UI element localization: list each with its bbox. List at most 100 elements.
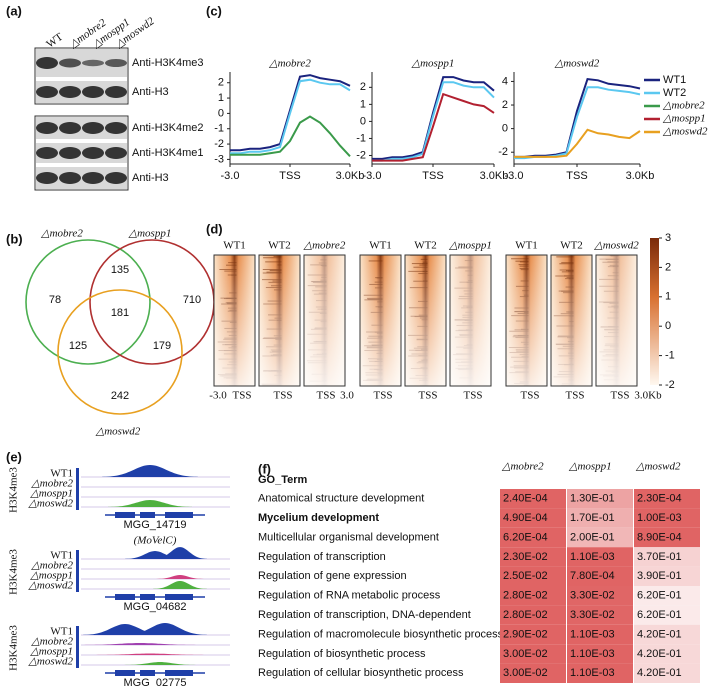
go-term: Regulation of gene expression: [258, 570, 407, 582]
column-label: △mobre2: [303, 240, 346, 252]
heatmap-x-label: TSS: [419, 390, 438, 402]
x-tick-label: 3.0Kb: [626, 170, 655, 182]
panel-label: (d): [206, 221, 223, 236]
p-value-cell: [500, 508, 566, 528]
y-tick-label: -1: [356, 132, 366, 144]
go-term: Regulation of cellular biosynthetic proc…: [258, 667, 464, 679]
column-label: △moswd2: [593, 240, 639, 252]
blot-band: [59, 122, 81, 134]
heatmap-frame: [359, 254, 402, 387]
blot-band: [36, 147, 58, 159]
p-value: 1.10E-03: [570, 667, 615, 679]
p-value-cell: [634, 489, 700, 509]
p-value-cell: [634, 644, 700, 664]
go-term: Anatomical structure development: [258, 493, 424, 505]
axis: [229, 72, 350, 165]
blot-frame: [34, 47, 129, 105]
p-value-cell: [567, 566, 633, 586]
blot-band: [59, 147, 81, 159]
go-term: Regulation of transcription: [258, 551, 386, 563]
p-value: 1.10E-03: [570, 648, 615, 660]
heatmap-frame: [595, 254, 638, 387]
track-label: △mobre2: [30, 560, 73, 572]
track-peak: [80, 643, 200, 645]
p-value: 3.30E-02: [570, 590, 615, 602]
legend-label: WT1: [663, 74, 686, 86]
column-label: WT1: [223, 240, 246, 252]
blot-band: [105, 86, 127, 98]
table-header: GO_Term: [258, 474, 308, 486]
p-value-cell: [500, 624, 566, 645]
blot-band: [105, 122, 127, 134]
heatmap-frame: [303, 254, 346, 387]
colorbar-label: 0: [665, 320, 671, 332]
go-term: Regulation of RNA metabolic process: [258, 590, 441, 602]
heatmap-fade: [596, 255, 637, 386]
x-tick-label: -3.0: [363, 170, 382, 182]
gene-name: MGG_04682: [124, 601, 187, 613]
blot-band: [82, 172, 104, 184]
p-value: 7.80E-04: [570, 570, 615, 582]
track-label: △mobre2: [30, 478, 73, 490]
legend-label: △moswd2: [662, 126, 708, 138]
heatmap: [450, 255, 491, 386]
column-label: WT1: [369, 240, 392, 252]
legend-label: △mobre2: [662, 100, 705, 112]
blot-band: [59, 172, 81, 184]
blot-band: [105, 147, 127, 159]
heatmap: [259, 254, 300, 386]
p-value: 2.50E-02: [503, 570, 548, 582]
p-value: 2.90E-02: [503, 628, 548, 640]
heatmap-x-label: -3.0: [209, 390, 227, 402]
p-value-cell: [634, 508, 700, 528]
track-peak: [108, 500, 192, 507]
venn-circle: [57, 289, 183, 415]
heatmap-x-label: TSS: [521, 390, 540, 402]
region-count: 78: [49, 294, 61, 306]
p-value: 1.10E-03: [570, 628, 615, 640]
x-tick-label: -3.0: [221, 170, 240, 182]
p-value: 1.30E-01: [570, 493, 615, 505]
heatmap-frame: [449, 254, 492, 387]
p-value: 1.10E-03: [570, 551, 615, 563]
y-tick-label: 2: [502, 99, 508, 111]
p-value: 6.20E-01: [637, 609, 682, 621]
colorbar-label: 1: [665, 291, 671, 303]
table-header: △mobre2: [501, 461, 544, 473]
go-term: Multicellular organismal development: [258, 531, 439, 543]
chart-title: △mobre2: [268, 58, 311, 70]
x-tick-label: TSS: [566, 170, 587, 182]
heatmap-fade: [551, 255, 592, 386]
heatmap-x-label: 3.0Kb: [634, 390, 662, 402]
y-tick-label: 1: [360, 98, 366, 110]
heatmap-x-label: TSS: [464, 390, 483, 402]
heatmap-frame: [550, 254, 593, 387]
series-line: [514, 128, 641, 158]
panel-label: (a): [6, 3, 22, 18]
gene-exon: [165, 670, 193, 676]
heatmap-fade: [259, 255, 300, 386]
p-value: 6.20E-04: [503, 531, 548, 543]
x-tick-label: TSS: [422, 170, 443, 182]
legend-label: △mospp1: [662, 113, 706, 125]
series-line: [230, 78, 351, 155]
track-label: △moswd2: [27, 580, 73, 592]
y-tick-label: -2: [356, 149, 366, 161]
heatmap-frame: [404, 254, 447, 387]
legend-label: WT2: [663, 87, 686, 99]
heatmap-frame: [258, 254, 301, 387]
set-label: △mospp1: [128, 228, 172, 240]
heatmap: [304, 255, 345, 386]
x-tick-label: -3.0: [505, 170, 524, 182]
track-peak: [153, 581, 207, 589]
venn-circle: [25, 239, 151, 365]
p-value: 4.20E-01: [637, 648, 682, 660]
p-value: 4.20E-01: [637, 628, 682, 640]
track-bar: [76, 468, 79, 510]
p-value: 2.00E-01: [570, 531, 615, 543]
x-tick-label: 3.0Kb: [336, 170, 365, 182]
gene-exon: [140, 594, 155, 600]
track-ylabel: H3K4me3: [8, 467, 20, 513]
p-value-cell: [567, 624, 633, 645]
heatmap: [360, 254, 401, 386]
